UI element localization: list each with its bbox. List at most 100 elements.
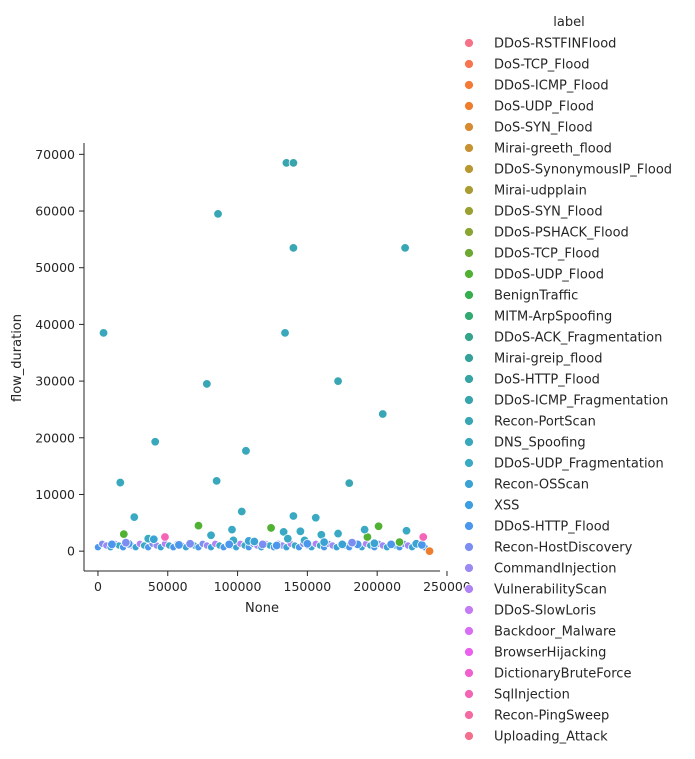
- x-tick-label: 100000: [214, 579, 262, 594]
- scatter-point: [98, 328, 109, 338]
- legend-item: BrowserHijacking: [464, 646, 606, 661]
- legend-label: DoS-HTTP_Flood: [494, 373, 600, 388]
- legend-items: DDoS-RSTFINFlood DoS-TCP_Flood DDoS-ICMP_F…: [464, 37, 672, 745]
- scatter-point: [193, 520, 204, 531]
- scatter-point: [185, 539, 195, 549]
- legend-label: DDoS-ACK_Fragmentation: [494, 331, 662, 346]
- legend-item: DDoS-ACK_Fragmentation: [464, 331, 662, 346]
- legend-label: DoS-SYN_Flood: [494, 121, 593, 136]
- legend-item: DDoS-ICMP_Flood: [464, 79, 609, 94]
- legend-label: Recon-PingSweep: [494, 709, 609, 724]
- legend-marker: [464, 710, 474, 720]
- legend-item: DDoS-ICMP_Fragmentation: [464, 394, 668, 409]
- scatter-point: [149, 534, 159, 544]
- legend-label: BrowserHijacking: [494, 646, 606, 661]
- scatter-point: [150, 437, 160, 447]
- y-axis-label: flow_duration: [10, 314, 25, 402]
- scatter-point: [241, 446, 251, 456]
- scatter-point: [278, 527, 289, 537]
- legend-marker: [464, 500, 474, 510]
- legend-label: DDoS-UDP_Flood: [494, 268, 604, 283]
- legend-marker: [464, 80, 474, 90]
- legend-item: Mirai-greip_flood: [464, 352, 602, 367]
- legend-label: DNS_Spoofing: [494, 436, 586, 451]
- legend-item: DDoS-SlowLoris: [464, 604, 596, 619]
- scatter-point: [344, 478, 354, 488]
- legend-item: Recon-HostDiscovery: [464, 541, 633, 556]
- legend-label: SqlInjection: [494, 688, 570, 703]
- scatter-point: [271, 540, 282, 551]
- legend-item: DoS-UDP_Flood: [464, 100, 594, 115]
- scatter-point: [394, 537, 405, 547]
- legend-item: CommandInjection: [464, 562, 617, 577]
- legend-item: Recon-OSScan: [464, 478, 589, 493]
- legend-marker: [464, 59, 474, 69]
- legend-marker: [464, 164, 474, 174]
- legend-label: DDoS-UDP_Fragmentation: [494, 457, 664, 472]
- legend-marker: [464, 185, 474, 195]
- legend-item: DDoS-HTTP_Flood: [464, 520, 610, 535]
- legend-item: Uploading_Attack: [464, 730, 608, 745]
- scatter-point: [211, 476, 222, 486]
- scatter-point: [319, 537, 329, 547]
- scatter-point: [417, 540, 427, 550]
- legend-label: Recon-HostDiscovery: [494, 541, 633, 556]
- scatter-point: [119, 529, 129, 539]
- legend-label: Recon-PortScan: [494, 415, 596, 430]
- legend-label: Backdoor_Malware: [494, 625, 616, 640]
- legend-marker: [464, 122, 474, 132]
- x-tick-label: 0: [94, 579, 102, 594]
- legend-marker: [464, 290, 474, 300]
- scatter-point: [378, 409, 388, 419]
- legend-marker: [464, 584, 474, 594]
- legend-label: CommandInjection: [494, 562, 617, 577]
- legend-marker: [464, 731, 474, 741]
- legend: label DDoS-RSTFINFloodDoS-TCP_FloodDDoS-…: [464, 15, 672, 745]
- legend-marker: [464, 542, 474, 552]
- legend-label: DDoS-HTTP_Flood: [494, 520, 610, 535]
- scatter-point: [288, 243, 299, 253]
- legend-marker: [464, 311, 474, 321]
- legend-item: DDoS-TCP_Flood: [464, 247, 600, 262]
- legend-label: DDoS-SYN_Flood: [494, 205, 603, 220]
- legend-label: DDoS-SynonymousIP_Flood: [494, 163, 672, 178]
- scatter-point: [121, 537, 131, 548]
- scatter-point: [266, 523, 276, 533]
- legend-marker: [464, 668, 474, 678]
- legend-label: DDoS-PSHACK_Flood: [494, 226, 629, 241]
- scatter-point: [311, 513, 321, 523]
- legend-label: XSS: [494, 499, 519, 514]
- y-tick-label: 10000: [35, 487, 75, 502]
- legend-label: DDoS-ICMP_Fragmentation: [494, 394, 668, 409]
- legend-marker: [464, 605, 474, 615]
- scatter-point: [418, 532, 428, 542]
- legend-marker: [464, 227, 474, 237]
- legend-label: Mirai-udpplain: [494, 184, 587, 199]
- legend-label: Mirai-greip_flood: [494, 352, 602, 367]
- scatter-point: [347, 537, 357, 548]
- legend-item: SqlInjection: [464, 688, 570, 703]
- y-tick-label: 40000: [35, 317, 75, 332]
- scatter-point: [115, 477, 125, 488]
- y-tick-label: 50000: [35, 260, 75, 275]
- scatter-point: [401, 526, 412, 536]
- scatter-point: [386, 539, 396, 550]
- y-tick-label: 0: [67, 544, 75, 559]
- legend-label: Uploading_Attack: [494, 730, 608, 745]
- legend-marker: [464, 143, 474, 153]
- scatter-point: [129, 512, 139, 522]
- legend-label: DoS-TCP_Flood: [494, 58, 590, 73]
- legend-label: Mirai-greeth_flood: [494, 142, 612, 157]
- y-tick-label: 60000: [35, 204, 75, 219]
- scatter-point: [359, 524, 370, 535]
- y-ticks: 0 10000 20000 30000 40000 50000 60000 70000: [35, 147, 84, 559]
- legend-marker: [464, 353, 474, 363]
- x-tick-label: 50000: [148, 579, 188, 594]
- scatter-point: [202, 379, 212, 389]
- legend-marker: [464, 38, 474, 48]
- legend-item: XSS: [464, 499, 519, 514]
- scatter-point: [213, 209, 223, 219]
- legend-marker: [464, 332, 474, 342]
- y-tick-label: 20000: [35, 430, 75, 445]
